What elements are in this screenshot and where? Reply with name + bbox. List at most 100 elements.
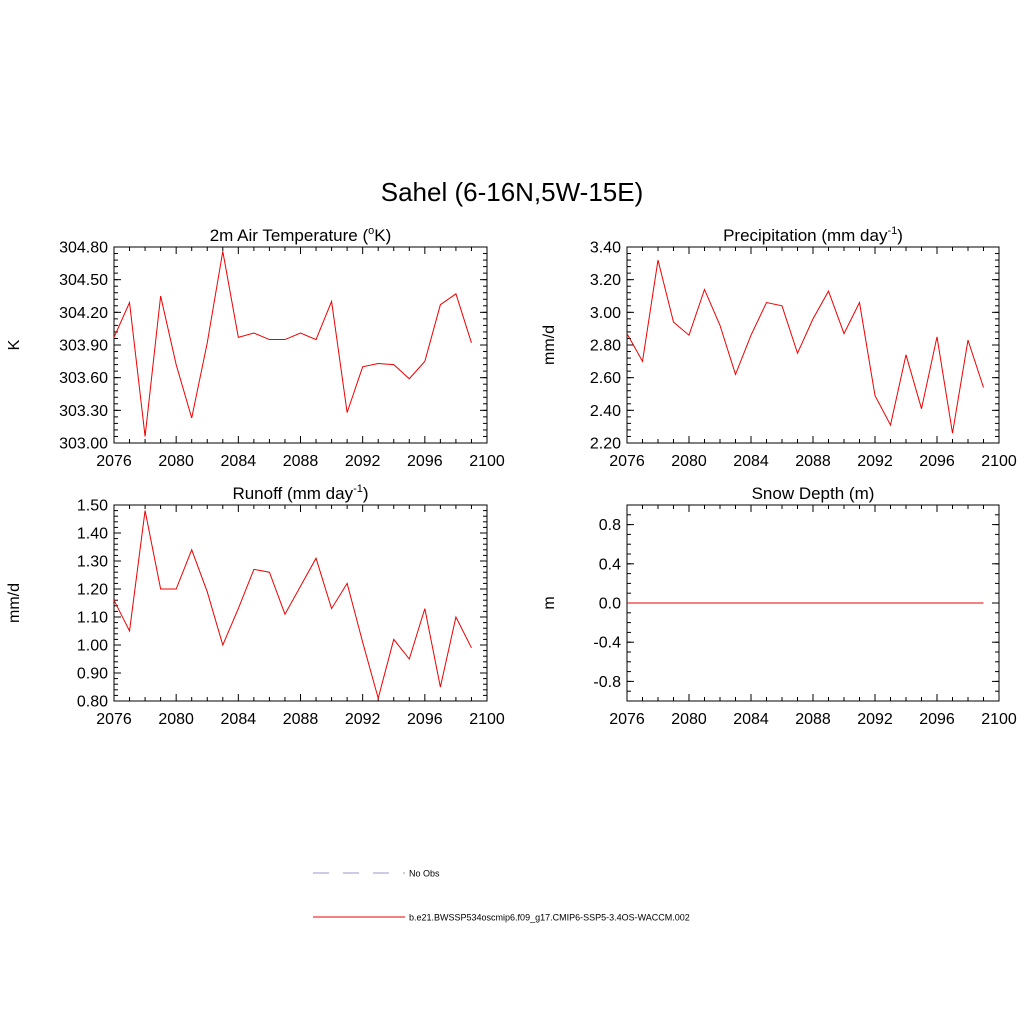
runoff-data-point bbox=[409, 658, 410, 659]
runoff-data-point bbox=[238, 608, 239, 609]
precipitation-data-point bbox=[859, 302, 860, 303]
runoff-data-point bbox=[191, 549, 192, 550]
precipitation-data-point bbox=[967, 340, 968, 341]
temperature-data-point bbox=[378, 363, 379, 364]
runoff-data-point bbox=[253, 569, 254, 570]
precipitation-title-part: Precipitation (mm day bbox=[723, 226, 888, 245]
runoff-data-point bbox=[331, 608, 332, 609]
precipitation-data-point bbox=[766, 302, 767, 303]
runoff-series-line bbox=[113, 510, 472, 701]
snow-depth-panel-title: Snow Depth (m) bbox=[752, 484, 875, 503]
runoff-data-point bbox=[362, 642, 363, 643]
runoff-data-point bbox=[315, 558, 316, 559]
snow-depth-data-point bbox=[766, 602, 767, 603]
temperature-plot-frame bbox=[113, 246, 488, 444]
precipitation-plot-frame bbox=[626, 246, 1000, 444]
panels: 2076 2080 2084 2088 2092 2096 2100 303.00 303.30… bbox=[6, 225, 1017, 728]
runoff-data-point bbox=[300, 586, 301, 587]
precipitation-xtick-label: 2096 bbox=[919, 453, 955, 470]
precipitation-data-point bbox=[936, 336, 937, 337]
precipitation-data-point bbox=[642, 361, 643, 362]
precipitation-data-point bbox=[657, 259, 658, 260]
precipitation-xtick-label: 2080 bbox=[671, 453, 707, 470]
precipitation-ytick-label: 2.80 bbox=[590, 338, 621, 355]
snow-depth-title-part: Snow Depth (m) bbox=[752, 484, 875, 503]
temperature-title-part: 2m Air Temperature ( bbox=[210, 226, 369, 245]
snow-depth-data-point bbox=[890, 602, 891, 603]
temperature-data-point bbox=[129, 302, 130, 303]
snow-depth-data-point bbox=[781, 602, 782, 603]
precipitation-data-point bbox=[750, 335, 751, 336]
temperature-data-point bbox=[347, 412, 348, 413]
runoff-xtick-label: 2096 bbox=[407, 711, 443, 728]
snow-depth-data-point bbox=[967, 602, 968, 603]
runoff-xtick-label: 2084 bbox=[221, 711, 257, 728]
figure-title: Sahel (6-16N,5W-15E) bbox=[381, 177, 644, 207]
panel-precipitation: 2076 2080 2084 2088 2092 2096 2100 2.20 2.40 2.60… bbox=[541, 225, 1017, 470]
snow-depth-xtick-label: 2092 bbox=[857, 711, 893, 728]
runoff-data-point bbox=[378, 698, 379, 699]
precipitation-data-point bbox=[735, 374, 736, 375]
temperature-data-point bbox=[300, 332, 301, 333]
precipitation-ytick-label: 3.00 bbox=[590, 305, 621, 322]
temperature-data-point bbox=[144, 436, 145, 437]
precipitation-ytick-label: 3.40 bbox=[590, 240, 621, 257]
snow-depth-data-point bbox=[936, 602, 937, 603]
temperature-ytick-label: 304.20 bbox=[59, 305, 108, 322]
runoff-data-point bbox=[440, 686, 441, 687]
temperature-xtick-label: 2084 bbox=[221, 453, 257, 470]
precipitation-data-point bbox=[781, 305, 782, 306]
precipitation-data-point bbox=[874, 395, 875, 396]
runoff-title-part: -1 bbox=[353, 483, 363, 495]
temperature-title-part: K) bbox=[374, 226, 391, 245]
runoff-panel-title: Runoff (mm day-1) bbox=[232, 483, 368, 503]
snow-depth-data-point bbox=[812, 602, 813, 603]
snow-depth-data-point bbox=[874, 602, 875, 603]
precipitation-panel-title: Precipitation (mm day-1) bbox=[723, 225, 903, 245]
snow-depth-data-point bbox=[843, 602, 844, 603]
panel-runoff: 2076 2080 2084 2088 2092 2096 2100 0.80 0.90 1.00… bbox=[6, 483, 505, 728]
legend-no-obs-label: No Obs bbox=[409, 869, 440, 879]
temperature-data-point bbox=[440, 304, 441, 305]
runoff-title-part: Runoff (mm day bbox=[232, 484, 353, 503]
runoff-data-point bbox=[160, 588, 161, 589]
runoff-ytick-label: 1.10 bbox=[77, 610, 108, 627]
precipitation-data-point bbox=[797, 353, 798, 354]
precipitation-ytick-label: 2.40 bbox=[590, 403, 621, 420]
precipitation-ytick-label: 2.20 bbox=[590, 436, 621, 453]
runoff-data-point bbox=[455, 616, 456, 617]
snow-depth-data-point bbox=[673, 602, 674, 603]
snow-depth-data-point bbox=[905, 602, 906, 603]
runoff-plot-frame bbox=[113, 504, 488, 702]
precipitation-xtick-label: 2092 bbox=[857, 453, 893, 470]
precipitation-ylabel: mm/d bbox=[541, 325, 558, 365]
temperature-data-point bbox=[238, 337, 239, 338]
runoff-ytick-label: 1.00 bbox=[77, 638, 108, 655]
snow-depth-xtick-label: 2076 bbox=[609, 711, 645, 728]
temperature-data-point bbox=[253, 332, 254, 333]
temperature-title-part: o bbox=[368, 225, 374, 237]
precipitation-data-point bbox=[704, 289, 705, 290]
temperature-ytick-label: 304.80 bbox=[59, 240, 108, 257]
temperature-series-line bbox=[113, 251, 472, 437]
snow-depth-data-point bbox=[797, 602, 798, 603]
temperature-data-point bbox=[160, 295, 161, 296]
precipitation-data-point bbox=[719, 325, 720, 326]
snow-depth-xtick-label: 2100 bbox=[981, 711, 1017, 728]
snow-depth-data-point bbox=[828, 602, 829, 603]
runoff-xtick-label: 2088 bbox=[283, 711, 319, 728]
temperature-data-point bbox=[113, 337, 114, 338]
runoff-ytick-label: 1.50 bbox=[77, 498, 108, 515]
runoff-ytick-label: 1.20 bbox=[77, 582, 108, 599]
temperature-ytick-label: 303.00 bbox=[59, 436, 108, 453]
temperature-data-point bbox=[362, 366, 363, 367]
temperature-data-point bbox=[191, 417, 192, 418]
runoff-ytick-label: 0.80 bbox=[77, 694, 108, 711]
snow-depth-xtick-label: 2088 bbox=[795, 711, 831, 728]
snow-depth-xtick-label: 2080 bbox=[671, 711, 707, 728]
precipitation-data-point bbox=[843, 333, 844, 334]
legend: No Obs b.e21.BWSSP534oscmip6.f09_g17.CMI… bbox=[313, 869, 690, 923]
runoff-data-point bbox=[113, 600, 114, 601]
temperature-data-point bbox=[331, 301, 332, 302]
snow-depth-data-point bbox=[719, 602, 720, 603]
